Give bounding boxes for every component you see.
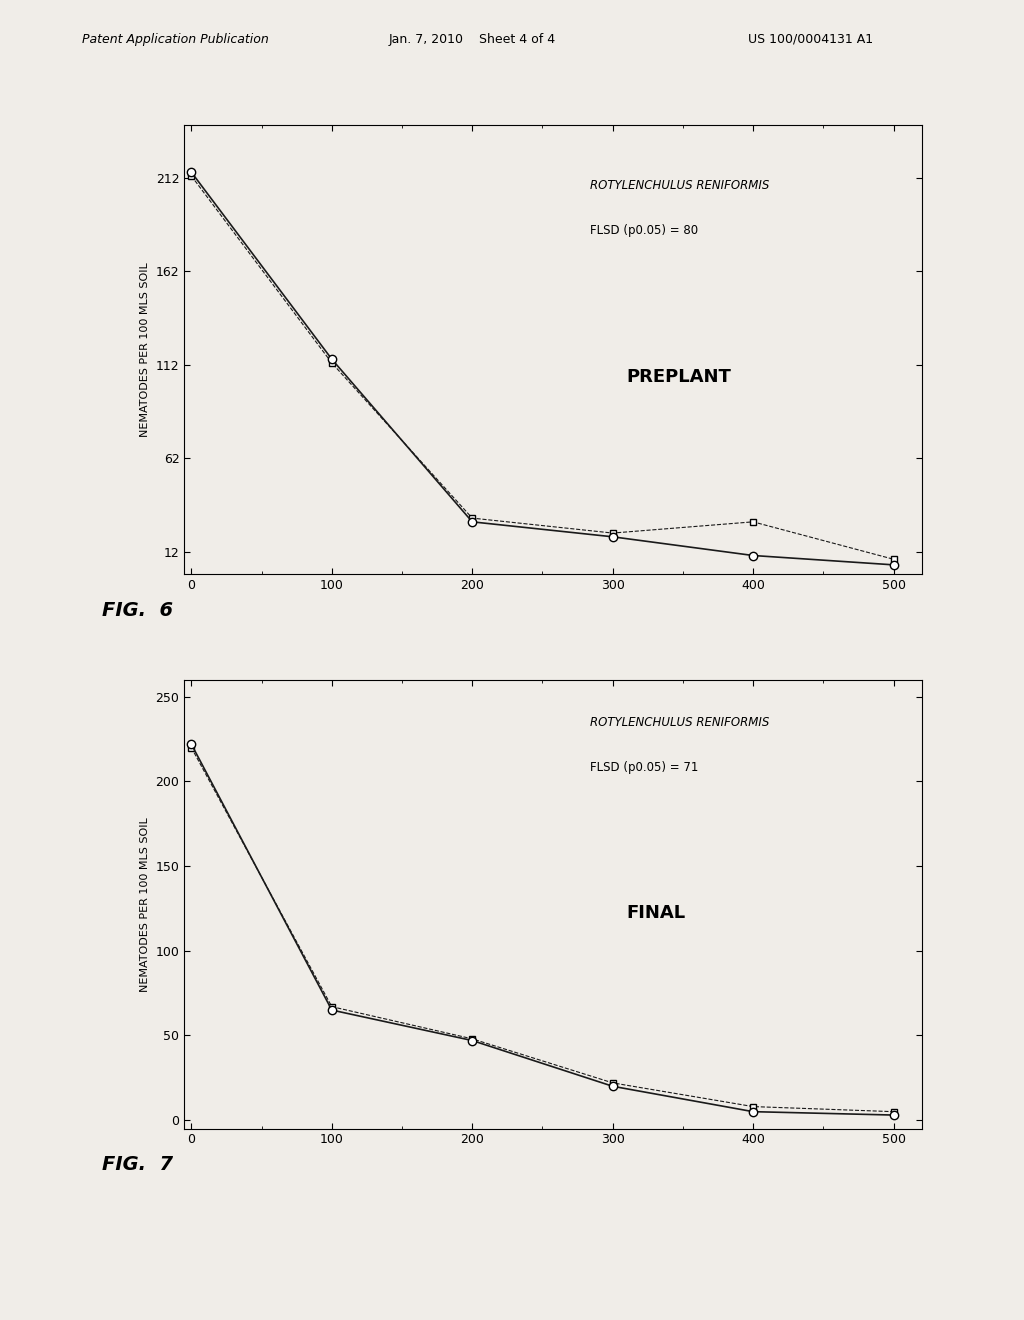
Text: ROTYLENCHULUS RENIFORMIS: ROTYLENCHULUS RENIFORMIS — [590, 180, 769, 193]
Text: FLSD (p0.05) = 71: FLSD (p0.05) = 71 — [590, 760, 698, 774]
Text: FLSD (p0.05) = 80: FLSD (p0.05) = 80 — [590, 224, 698, 238]
Text: US 100/0004131 A1: US 100/0004131 A1 — [748, 33, 872, 46]
Text: FIG.  7: FIG. 7 — [102, 1155, 173, 1173]
Y-axis label: NEMATODES PER 100 MLS SOIL: NEMATODES PER 100 MLS SOIL — [140, 817, 151, 991]
Text: FIG.  6: FIG. 6 — [102, 601, 173, 619]
Text: PREPLANT: PREPLANT — [627, 368, 731, 385]
Text: ROTYLENCHULUS RENIFORMIS: ROTYLENCHULUS RENIFORMIS — [590, 715, 769, 729]
Text: FINAL: FINAL — [627, 904, 686, 923]
Text: Jan. 7, 2010    Sheet 4 of 4: Jan. 7, 2010 Sheet 4 of 4 — [389, 33, 556, 46]
Y-axis label: NEMATODES PER 100 MLS SOIL: NEMATODES PER 100 MLS SOIL — [140, 263, 151, 437]
Text: Patent Application Publication: Patent Application Publication — [82, 33, 268, 46]
